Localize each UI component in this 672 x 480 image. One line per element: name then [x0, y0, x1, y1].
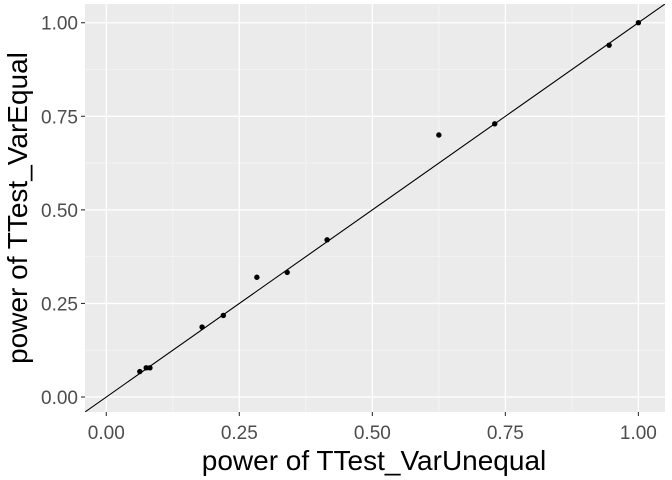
- major-gridlines: [85, 4, 665, 412]
- y-tick-label: 0.50: [41, 201, 78, 222]
- data-point: [324, 237, 330, 243]
- x-axis-ticks: 0.00 0.25 0.50 0.75 1.00: [88, 412, 657, 444]
- data-point: [436, 132, 442, 138]
- x-axis-title: power of TTest_VarUnequal: [202, 445, 547, 476]
- data-point: [492, 121, 498, 127]
- data-point: [220, 312, 227, 319]
- data-point: [147, 365, 153, 371]
- data-point: [137, 368, 143, 375]
- x-tick-label: 1.00: [620, 423, 657, 444]
- data-point: [143, 365, 149, 371]
- y-tick-label: 0.00: [41, 388, 78, 409]
- data-point: [284, 269, 290, 276]
- data-points: [137, 20, 642, 375]
- y-tick-label: 0.25: [41, 294, 78, 315]
- data-point: [199, 324, 205, 330]
- data-point: [635, 20, 642, 26]
- minor-gridlines: [85, 4, 665, 412]
- y-tick-label: 1.00: [41, 14, 78, 35]
- reference-line-layer: [85, 4, 665, 412]
- y-axis-title: power of TTest_VarEqual: [2, 52, 33, 364]
- data-point: [606, 42, 612, 48]
- data-point: [254, 274, 260, 280]
- x-tick-label: 0.50: [354, 423, 391, 444]
- x-tick-label: 0.00: [88, 423, 125, 444]
- reference-line: [85, 4, 665, 412]
- y-tick-label: 0.75: [41, 107, 78, 128]
- x-tick-label: 0.25: [221, 423, 258, 444]
- y-axis-ticks: 0.00 0.25 0.50 0.75 1.00: [41, 14, 85, 409]
- x-tick-label: 0.75: [487, 423, 524, 444]
